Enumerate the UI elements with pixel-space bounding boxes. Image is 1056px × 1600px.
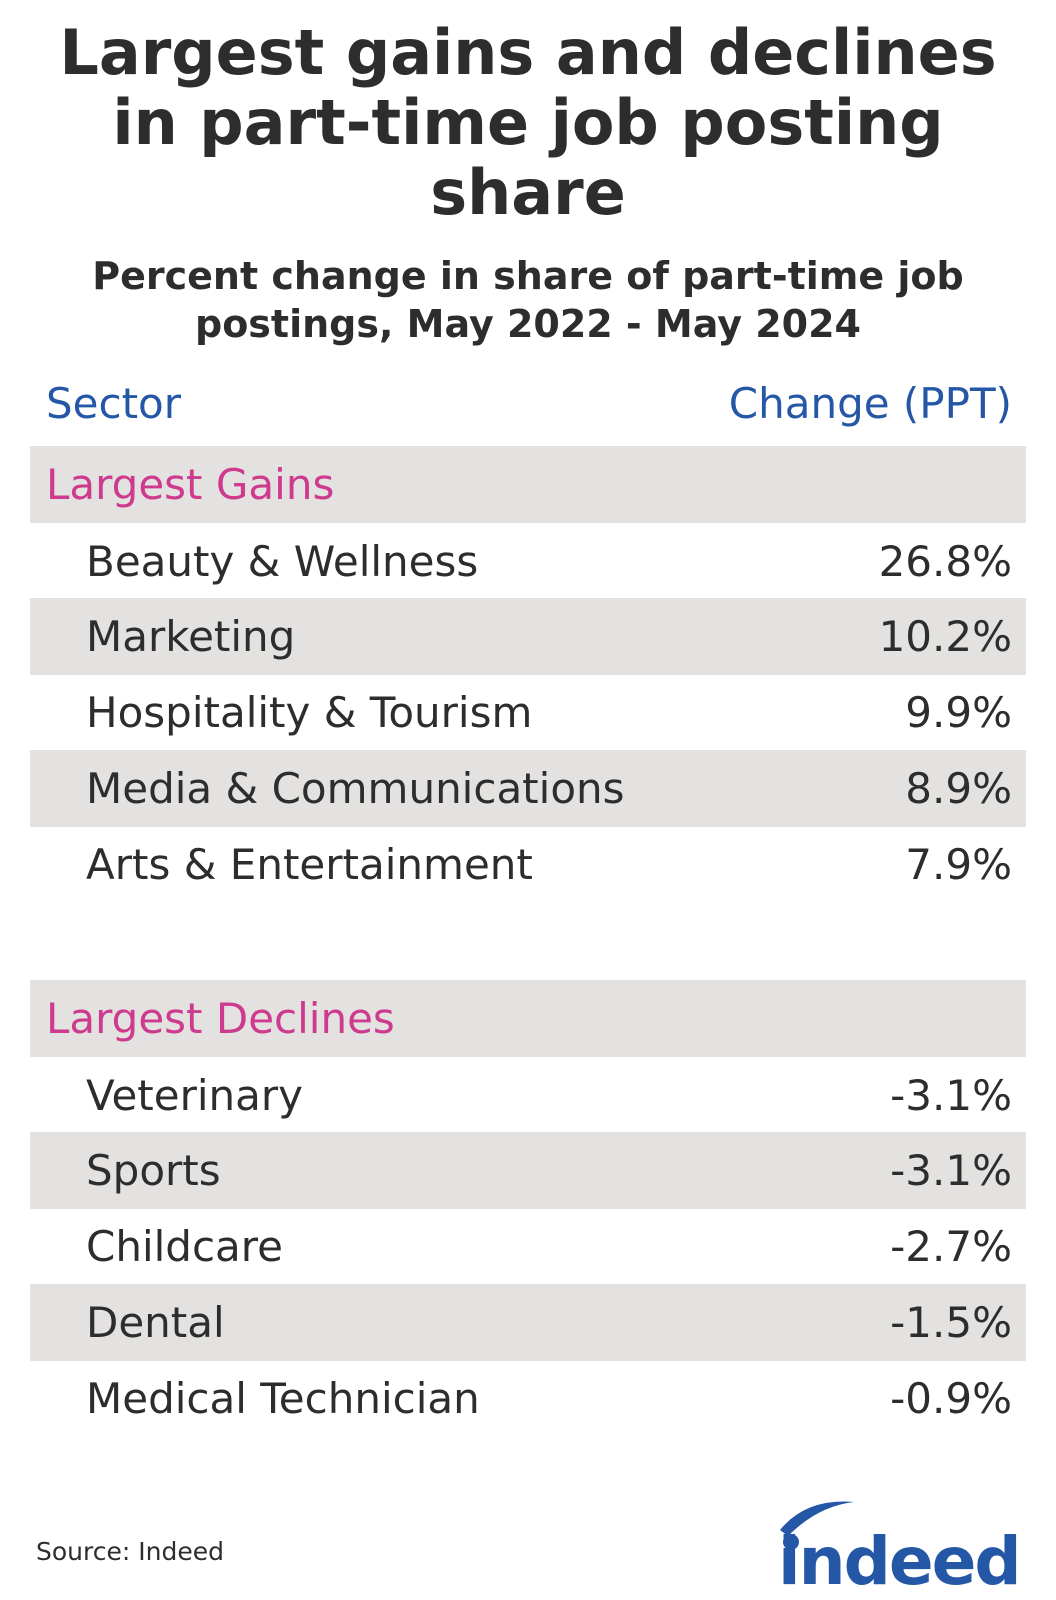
- table-row: Arts & Entertainment 7.9%: [30, 826, 1026, 903]
- sector-label: Marketing: [86, 612, 296, 661]
- change-value: 7.9%: [905, 840, 1012, 889]
- sector-label: Media & Communications: [86, 764, 625, 813]
- logo-arc: [780, 1501, 854, 1536]
- table-row: Veterinary -3.1%: [30, 1057, 1026, 1134]
- column-header-change: Change (PPT): [728, 379, 1012, 428]
- column-header-sector: Sector: [46, 379, 182, 428]
- sector-label: Arts & Entertainment: [86, 840, 533, 889]
- sector-label: Beauty & Wellness: [86, 537, 479, 586]
- group-label: Largest Gains: [46, 460, 335, 509]
- sector-label: Medical Technician: [86, 1374, 480, 1423]
- table-row: Dental -1.5%: [30, 1284, 1026, 1361]
- logo-wordmark: indeed: [778, 1523, 1020, 1592]
- change-value: 26.8%: [878, 537, 1012, 586]
- table-row: Childcare -2.7%: [30, 1208, 1026, 1285]
- sector-label: Dental: [86, 1298, 225, 1347]
- indeed-logo: indeed: [778, 1501, 1022, 1592]
- change-value: -3.1%: [890, 1071, 1012, 1120]
- logo-dot: [783, 1534, 799, 1550]
- sector-label: Sports: [86, 1146, 221, 1195]
- change-value: -1.5%: [890, 1298, 1012, 1347]
- change-value: -3.1%: [890, 1146, 1012, 1195]
- table-row: Sports -3.1%: [30, 1132, 1026, 1209]
- table-row: Media & Communications 8.9%: [30, 750, 1026, 827]
- chart-subtitle: Percent change in share of part-time job…: [92, 254, 964, 346]
- change-value: 10.2%: [878, 612, 1012, 661]
- table-row: Medical Technician -0.9%: [30, 1360, 1026, 1437]
- chart-title: Largest gains and declines in part-time …: [59, 16, 997, 229]
- sector-label: Hospitality & Tourism: [86, 688, 533, 737]
- source-note: Source: Indeed: [36, 1537, 224, 1566]
- group-header-gains: Largest Gains: [30, 446, 1026, 523]
- change-value: -2.7%: [890, 1222, 1012, 1271]
- change-value: 8.9%: [905, 764, 1012, 813]
- group-header-declines: Largest Declines: [30, 980, 1026, 1057]
- change-value: -0.9%: [890, 1374, 1012, 1423]
- sector-label: Veterinary: [86, 1071, 304, 1120]
- table-row: Marketing 10.2%: [30, 598, 1026, 675]
- group-label: Largest Declines: [46, 994, 395, 1043]
- sector-label: Childcare: [86, 1222, 283, 1271]
- change-value: 9.9%: [905, 688, 1012, 737]
- table-row: Hospitality & Tourism 9.9%: [30, 674, 1026, 751]
- table-row: Beauty & Wellness 26.8%: [30, 523, 1026, 600]
